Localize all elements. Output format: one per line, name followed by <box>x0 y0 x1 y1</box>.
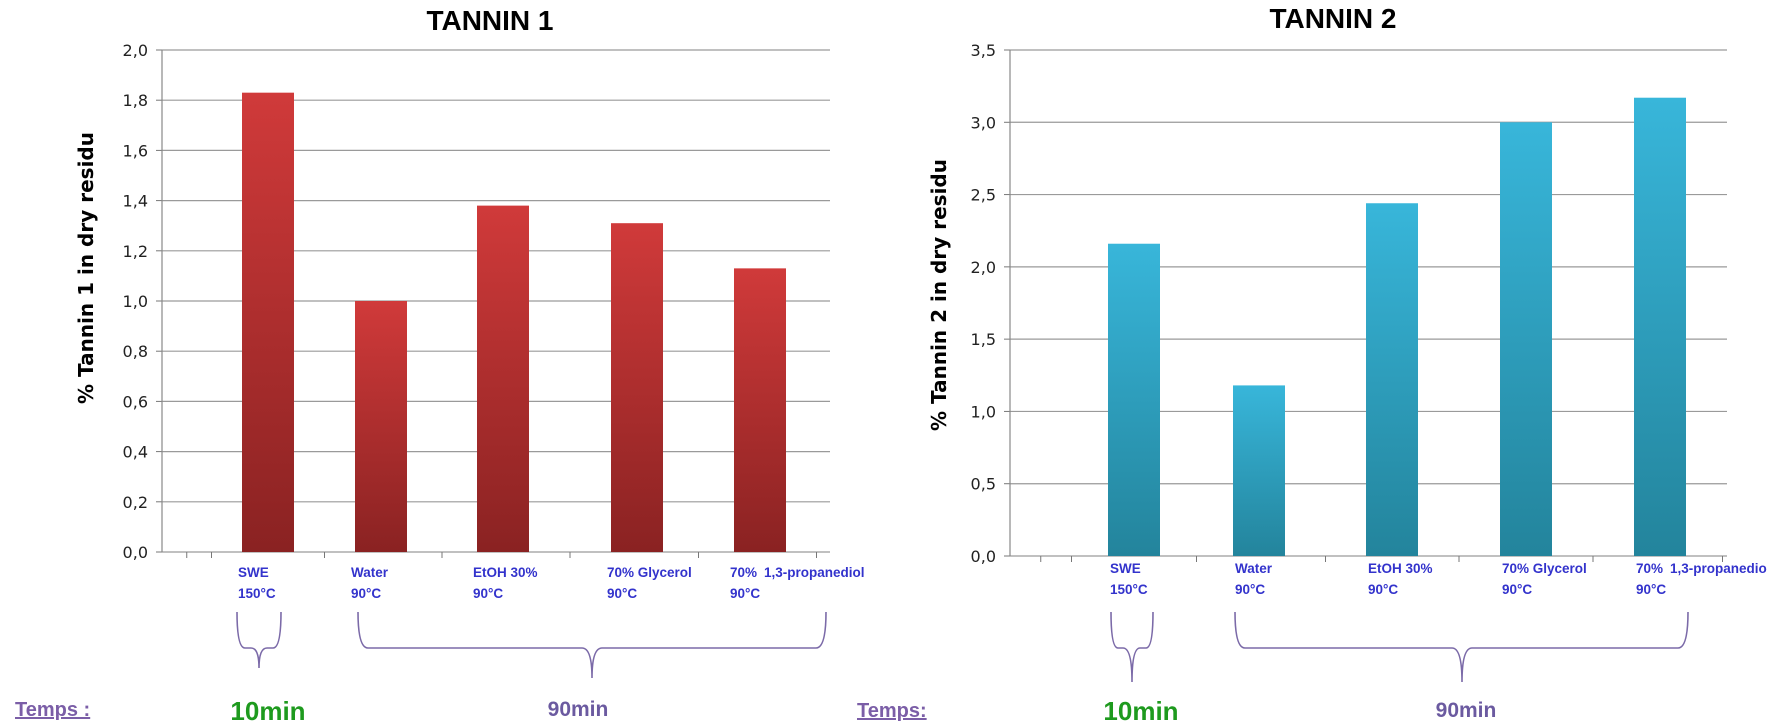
temps-label: Temps : <box>15 699 90 721</box>
y-tick-label: 3,0 <box>971 113 996 132</box>
y-tick-labels: 0,0 0,2 0,4 0,6 0,8 1,0 1,2 1,4 1,6 1,8 2,0 <box>123 41 148 562</box>
y-tick-label: 2,0 <box>971 258 996 277</box>
time-brackets <box>236 611 827 679</box>
short-time-label: 10min <box>230 696 305 726</box>
x-tick-label: SWE <box>238 565 269 580</box>
y-tick-label: 1,2 <box>123 242 148 261</box>
x-tick-label: 1,3-propanediol <box>1670 561 1767 576</box>
x-tick-label: 150°C <box>238 586 276 601</box>
bar <box>1500 122 1552 557</box>
x-category-labels: SWE 150°C Water 90°C EtOH 30% 90°C 70% Glycero… <box>238 565 865 601</box>
y-tick-label: 1,5 <box>971 330 996 349</box>
bar <box>734 268 786 552</box>
y-tick-label: 1,8 <box>123 91 148 110</box>
long-time-label: 90min <box>548 698 609 721</box>
x-tick-label: SWE <box>1110 561 1141 576</box>
y-axis-label: % Tannin 1 in dry residu <box>74 132 98 404</box>
y-tick-label: 0,4 <box>123 443 148 462</box>
y-tick-label: 2,5 <box>971 186 996 205</box>
bracket-short <box>1110 611 1154 683</box>
x-tick-label: 90°C <box>607 586 637 601</box>
y-tick-label: 1,4 <box>123 192 148 211</box>
bar <box>242 92 294 553</box>
bar <box>1233 385 1285 556</box>
y-axis-label: % Tannin 2 in dry residu <box>927 159 951 431</box>
bars <box>1108 97 1686 557</box>
x-tick-label: 70% <box>1636 561 1663 576</box>
x-tick-label: 90°C <box>473 586 503 601</box>
y-tick-labels: 0,0 0,5 1,0 1,5 2,0 2,5 3,0 3,5 <box>971 41 996 566</box>
x-tick-label: 90°C <box>1368 582 1398 597</box>
y-tick-label: 0,0 <box>123 543 148 562</box>
x-tick-label: 150°C <box>1110 582 1148 597</box>
temps-label: Temps: <box>857 700 927 722</box>
x-tick-label: 70% Glycerol <box>1502 561 1587 576</box>
bracket-long <box>1234 611 1689 683</box>
y-tick-label: 0,2 <box>123 493 148 512</box>
x-tick-label: 70% Glycerol <box>607 565 692 580</box>
x-tick-label: EtOH 30% <box>473 565 538 580</box>
chart-title: TANNIN 2 <box>1269 3 1396 34</box>
x-tick-label: 70% <box>730 565 757 580</box>
x-tick-label: EtOH 30% <box>1368 561 1433 576</box>
time-brackets <box>1110 611 1689 683</box>
y-tick-label: 2,0 <box>123 41 148 60</box>
bar <box>355 301 407 552</box>
bracket-long <box>357 611 827 679</box>
x-tick-label: 1,3-propanediol <box>764 565 865 580</box>
y-tick-label: 0,8 <box>123 342 148 361</box>
tannin-1-chart: TANNIN 1 % Tannin 1 in dry residu 0,0 0,2… <box>15 5 865 726</box>
long-time-label: 90min <box>1436 699 1497 722</box>
y-tick-label: 1,6 <box>123 141 148 160</box>
x-tick-label: 90°C <box>351 586 381 601</box>
bar <box>1634 97 1686 557</box>
bar <box>1366 203 1418 556</box>
short-time-label: 10min <box>1103 696 1178 726</box>
bar <box>611 223 663 552</box>
y-tick-label: 3,5 <box>971 41 996 60</box>
x-tick-label: 90°C <box>1235 582 1265 597</box>
x-tick-label: 90°C <box>1502 582 1532 597</box>
tannin-2-chart: TANNIN 2 % Tannin 2 in dry residu 0,0 0,5… <box>857 3 1767 726</box>
bar <box>1108 243 1160 556</box>
bar <box>477 205 529 552</box>
x-tick-label: Water <box>1235 561 1273 576</box>
x-tick-label: 90°C <box>730 586 760 601</box>
y-tick-label: 0,6 <box>123 392 148 411</box>
y-tick-label: 1,0 <box>971 402 996 421</box>
y-tick-label: 0,5 <box>971 475 996 494</box>
bars <box>242 92 786 553</box>
x-tick-label: Water <box>351 565 389 580</box>
bracket-short <box>236 611 282 669</box>
y-tick-label: 0,0 <box>971 547 996 566</box>
y-tick-label: 1,0 <box>123 292 148 311</box>
x-tick-label: 90°C <box>1636 582 1666 597</box>
chart-title: TANNIN 1 <box>426 5 553 36</box>
x-category-labels: SWE 150°C Water 90°C EtOH 30% 90°C 70% Glycero… <box>1110 561 1767 597</box>
